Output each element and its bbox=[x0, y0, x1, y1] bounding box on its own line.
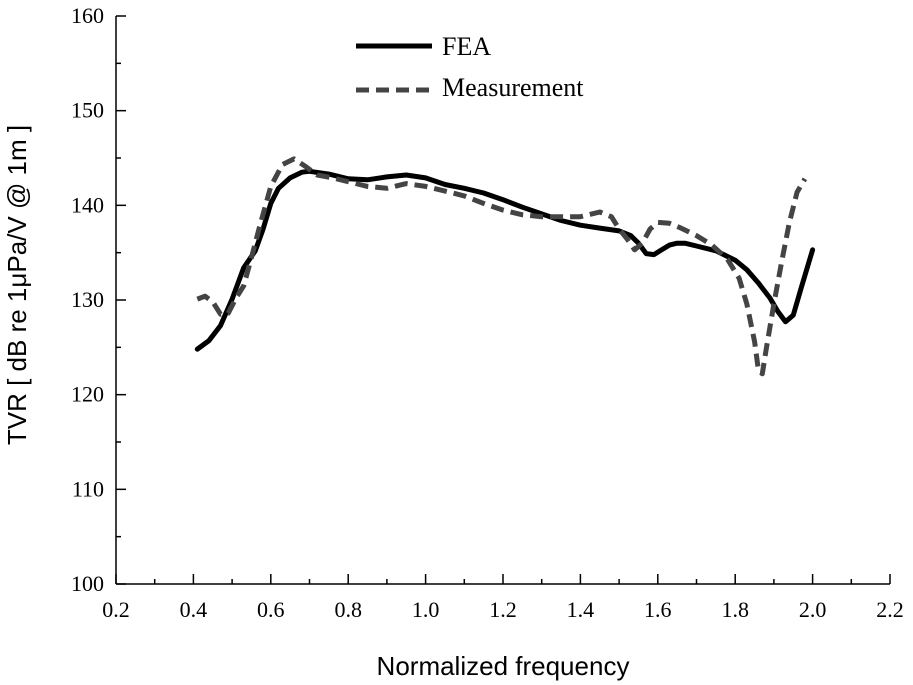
y-tick-label: 150 bbox=[71, 98, 104, 123]
series-line-measurement bbox=[196, 156, 808, 377]
x-tick-label: 2.0 bbox=[799, 597, 827, 622]
x-tick-label: 2.2 bbox=[876, 597, 904, 622]
y-tick-label: 160 bbox=[71, 3, 104, 28]
x-tick-label: 1.4 bbox=[567, 597, 595, 622]
axis-ticks: 0.2 0.4 0.6 0.8 1.0 1.2 1.4 1.6 1.8 2.0 2.2 100 110 1… bbox=[71, 3, 904, 622]
x-tick-label: 0.8 bbox=[334, 597, 362, 622]
y-axis-title: TVR [ dB re 1μPa/V @ 1m ] bbox=[2, 125, 32, 445]
x-tick-label: 1.0 bbox=[412, 597, 440, 622]
x-tick-label: 1.8 bbox=[721, 597, 749, 622]
y-tick-label: 140 bbox=[71, 192, 104, 217]
y-tick-label: 120 bbox=[71, 382, 104, 407]
x-tick-label: 0.6 bbox=[257, 597, 285, 622]
x-tick-label: 0.4 bbox=[180, 597, 208, 622]
series-line-fea bbox=[194, 168, 816, 352]
x-axis-title: Normalized frequency bbox=[377, 651, 630, 681]
series-layer bbox=[194, 156, 816, 377]
y-tick-label: 100 bbox=[71, 571, 104, 596]
x-tick-label: 0.2 bbox=[102, 597, 130, 622]
x-tick-label: 1.2 bbox=[489, 597, 517, 622]
legend: FEA Measurement bbox=[356, 32, 584, 102]
x-tick-label: 1.6 bbox=[644, 597, 672, 622]
legend-label-fea: FEA bbox=[442, 32, 491, 61]
y-tick-label: 110 bbox=[72, 476, 104, 501]
y-tick-label: 130 bbox=[71, 287, 104, 312]
legend-label-measurement: Measurement bbox=[442, 73, 584, 102]
